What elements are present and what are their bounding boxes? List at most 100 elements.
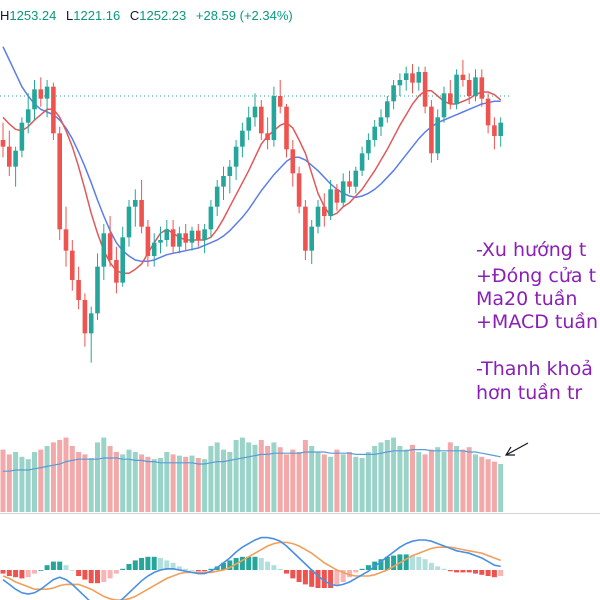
macd-histogram-bar bbox=[63, 565, 69, 570]
candle bbox=[196, 224, 201, 247]
volume-bar bbox=[447, 442, 453, 512]
macd-histogram-bar bbox=[334, 570, 340, 586]
candle bbox=[296, 166, 302, 214]
candle-body bbox=[44, 86, 50, 99]
ma-slow-line bbox=[2, 46, 501, 263]
candle bbox=[189, 226, 195, 251]
candle bbox=[479, 69, 485, 107]
macd-histogram-bar bbox=[347, 570, 352, 578]
macd-histogram-bar bbox=[422, 559, 428, 570]
volume-bar bbox=[454, 446, 460, 512]
macd-histogram-bar bbox=[447, 570, 453, 572]
candle bbox=[340, 173, 346, 207]
volume-pane bbox=[0, 437, 504, 512]
volume-bar bbox=[139, 454, 145, 512]
volume-bar bbox=[403, 449, 409, 512]
macd-histogram-bar bbox=[277, 568, 283, 570]
candle-body bbox=[340, 181, 346, 203]
macd-histogram-bar bbox=[164, 560, 170, 570]
candle bbox=[277, 80, 283, 114]
candle-body bbox=[7, 146, 12, 167]
macd-histogram-bar bbox=[151, 556, 157, 570]
macd-pane bbox=[0, 536, 504, 600]
macd-histogram-bar bbox=[126, 564, 132, 570]
annotation-trend: -Xu hướng t bbox=[476, 239, 587, 261]
candle-body bbox=[208, 206, 214, 230]
volume-bar bbox=[271, 442, 277, 512]
volume-bar bbox=[19, 456, 25, 512]
candle-body bbox=[63, 229, 69, 251]
candle-body bbox=[303, 206, 308, 251]
macd-histogram-bar bbox=[183, 568, 189, 570]
macd-histogram-bar bbox=[25, 570, 31, 578]
candle bbox=[473, 69, 478, 102]
candle-body bbox=[416, 72, 422, 83]
candle-body bbox=[139, 200, 144, 227]
candle bbox=[315, 200, 321, 234]
candle-body bbox=[359, 153, 365, 171]
candle-body bbox=[82, 300, 88, 334]
macd-histogram-bar bbox=[271, 565, 277, 570]
macd-histogram-bar bbox=[353, 570, 359, 573]
macd-histogram-bar bbox=[328, 570, 334, 588]
candle bbox=[202, 224, 207, 254]
candle bbox=[76, 266, 81, 310]
volume-bar bbox=[410, 444, 415, 512]
candle bbox=[265, 117, 270, 150]
macd-histogram-bar bbox=[365, 565, 371, 570]
candle bbox=[227, 160, 233, 194]
volume-bar bbox=[265, 446, 271, 512]
candle-body bbox=[277, 96, 283, 107]
macd-histogram-bar bbox=[145, 556, 151, 570]
candle bbox=[271, 86, 277, 147]
candle-body bbox=[101, 233, 107, 267]
candle bbox=[88, 306, 94, 363]
candle bbox=[422, 66, 428, 114]
macd-histogram-bar bbox=[485, 570, 491, 576]
volume-bar bbox=[63, 437, 69, 512]
volume-bar bbox=[372, 446, 378, 512]
candle-body bbox=[57, 133, 62, 230]
candle bbox=[7, 130, 12, 176]
price-pane bbox=[0, 46, 510, 363]
volume-bar bbox=[32, 452, 37, 512]
volume-bar bbox=[479, 456, 485, 512]
candle bbox=[416, 66, 422, 91]
candle-body bbox=[38, 89, 44, 99]
volume-bar bbox=[473, 454, 478, 512]
candle bbox=[0, 122, 6, 158]
candle bbox=[177, 226, 182, 254]
macd-histogram-bar bbox=[113, 570, 119, 574]
candle bbox=[208, 200, 214, 238]
volume-bar bbox=[221, 449, 226, 512]
candle bbox=[397, 73, 403, 96]
close-label: C bbox=[129, 8, 140, 23]
macd-histogram-bar bbox=[321, 570, 327, 588]
macd-histogram-bar bbox=[378, 559, 384, 570]
candle-body bbox=[0, 140, 6, 147]
volume-bar bbox=[460, 449, 466, 512]
candle bbox=[290, 140, 296, 187]
macd-histogram-bar bbox=[32, 570, 37, 574]
candle-body bbox=[466, 80, 472, 96]
volume-bar bbox=[50, 442, 56, 512]
candle bbox=[441, 86, 447, 123]
volume-bar bbox=[214, 442, 220, 512]
candle-body bbox=[441, 93, 447, 118]
candle-body bbox=[246, 117, 251, 131]
volume-bar bbox=[258, 440, 264, 512]
macd-histogram-bar bbox=[454, 570, 460, 573]
candle bbox=[378, 109, 384, 136]
macd-histogram-bar bbox=[479, 570, 485, 575]
candle-body bbox=[385, 101, 390, 118]
candle-body bbox=[498, 122, 503, 136]
candle bbox=[353, 166, 359, 194]
volume-bar bbox=[378, 442, 384, 512]
volume-bar bbox=[239, 437, 245, 512]
candle-body bbox=[309, 226, 314, 251]
macd-histogram-bar bbox=[239, 556, 245, 570]
candle bbox=[391, 80, 396, 110]
macd-histogram-bar bbox=[466, 570, 472, 573]
volume-bar bbox=[491, 461, 497, 512]
